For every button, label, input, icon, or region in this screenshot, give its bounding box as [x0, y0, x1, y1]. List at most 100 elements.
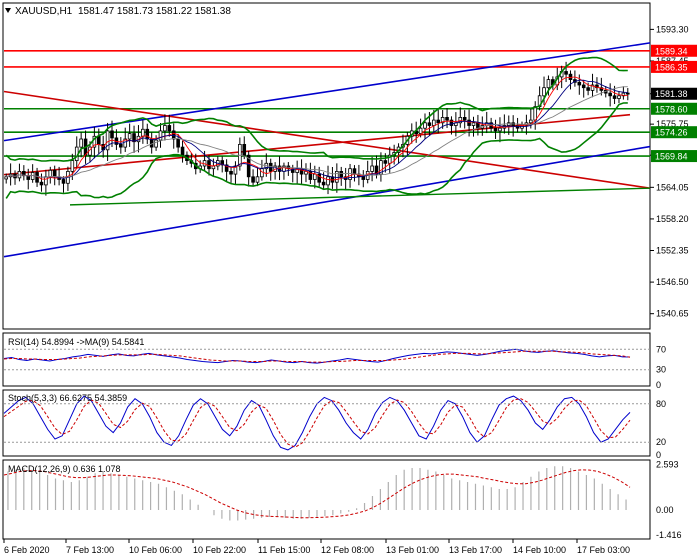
candle-body	[44, 176, 48, 186]
stoch-title: Stoch(5,3,3) 66.6275 54.3859	[8, 393, 127, 403]
rsi-layer	[3, 348, 650, 371]
price-y-tick-label: 1593.30	[656, 24, 689, 34]
candle-body	[542, 87, 546, 97]
price-y-tick-label: 1564.05	[656, 182, 689, 192]
candle-body	[427, 122, 432, 126]
candle-body	[176, 138, 180, 148]
green-support-diagonal	[69, 187, 651, 206]
price-y-tick-label: 1575.75	[656, 119, 689, 129]
candle-body	[326, 176, 330, 186]
candle-body	[105, 130, 110, 151]
candle-body	[533, 106, 538, 121]
candle-body	[564, 71, 568, 75]
candle-body	[308, 170, 313, 180]
candle-body	[352, 168, 357, 175]
candle-body	[617, 95, 621, 99]
candle-body	[440, 117, 445, 124]
candle-body	[39, 181, 44, 186]
candle-body	[361, 176, 366, 180]
candle-body	[436, 119, 441, 124]
price-y-tick-label: 1552.35	[656, 246, 689, 256]
symbol-dropdown-icon[interactable]	[5, 8, 11, 13]
axis-layer: 1593.301587.451581.381575.751570.001564.…	[3, 24, 697, 555]
price-label: 1589.34	[655, 46, 688, 56]
descending-trend-line	[3, 90, 651, 189]
candle-body	[246, 154, 251, 178]
fast-moving-average	[6, 76, 628, 181]
x-tick-label: 17 Feb 03:00	[577, 545, 630, 555]
candle-body	[70, 160, 75, 172]
lower-channel-line	[3, 145, 651, 258]
stoch-y-tick-label: 20	[656, 437, 666, 447]
symbol-label: XAUUSD,H1	[15, 6, 73, 17]
candle-body	[335, 170, 339, 183]
macd-signal-line	[3, 469, 631, 519]
price-label-box	[651, 60, 697, 73]
candle-body	[167, 125, 172, 132]
candle-body	[339, 170, 344, 178]
candle-body	[608, 92, 612, 97]
price-y-tick-label: 1546.50	[656, 277, 689, 287]
price-label: 1569.84	[655, 152, 688, 162]
candle-body	[471, 122, 476, 126]
price-layer	[3, 42, 651, 258]
mid-moving-average	[6, 79, 628, 180]
price-label: 1578.60	[655, 104, 688, 114]
price-y-tick-label: 1540.65	[656, 309, 689, 319]
price-y-tick-label: 1558.20	[656, 214, 689, 224]
candle-body	[110, 130, 114, 139]
macd-y-tick-label: -1.416	[656, 530, 682, 540]
rsi-y-tick-label: 70	[656, 344, 666, 354]
rsi-title: RSI(14) 54.8994 ->MA(9) 54.5841	[8, 337, 144, 347]
x-tick-label: 14 Feb 10:00	[513, 545, 566, 555]
candle-body	[96, 135, 101, 145]
price-panel-frame	[2, 2, 651, 330]
ohlc-values: 1581.47 1581.73 1581.22 1581.38	[78, 6, 231, 17]
candle-body	[163, 125, 167, 132]
price-label-box	[651, 44, 697, 57]
price-label-box	[651, 87, 697, 100]
candle-body	[119, 143, 123, 148]
candle-body	[418, 127, 423, 134]
candle-body	[154, 139, 158, 148]
candle-body	[449, 119, 454, 126]
candle-body	[458, 117, 463, 124]
macd-title: MACD(12,26,9) 0.636 1.078	[8, 464, 121, 474]
candle-body	[546, 79, 551, 89]
candle-body	[312, 173, 317, 180]
candle-body	[321, 181, 326, 186]
candle-body	[220, 160, 225, 166]
candle-body	[149, 138, 154, 148]
price-label: 1574.26	[655, 128, 688, 138]
candle-body	[52, 169, 57, 178]
candle-body	[79, 138, 83, 148]
candle-body	[158, 130, 163, 141]
stoch-panel-frame	[2, 389, 651, 457]
candle-body	[180, 146, 185, 156]
candle-body	[590, 84, 595, 91]
candle-body	[251, 176, 255, 183]
stoch-y-tick-label: 0	[656, 450, 661, 460]
candle-body	[123, 138, 128, 148]
candle-body	[132, 133, 136, 143]
price-label-box	[651, 102, 697, 115]
candle-body	[48, 169, 53, 178]
x-tick-label: 6 Feb 2020	[4, 545, 50, 555]
x-tick-label: 10 Feb 22:00	[193, 545, 246, 555]
rsi-ma-line	[3, 350, 631, 363]
candle-body	[61, 179, 66, 184]
macd-y-tick-label: 0.00	[656, 505, 674, 515]
x-tick-label: 7 Feb 13:00	[66, 545, 114, 555]
x-tick-label: 12 Feb 08:00	[321, 545, 374, 555]
candle-body	[224, 164, 229, 172]
candle-body	[445, 117, 449, 121]
candle-body	[383, 160, 388, 164]
candle-body	[127, 133, 132, 140]
candle-body	[621, 92, 626, 97]
bollinger-lower-band	[5, 102, 628, 199]
candle-body	[22, 170, 26, 177]
candle-body	[229, 170, 233, 175]
x-tick-label: 10 Feb 06:00	[129, 545, 182, 555]
